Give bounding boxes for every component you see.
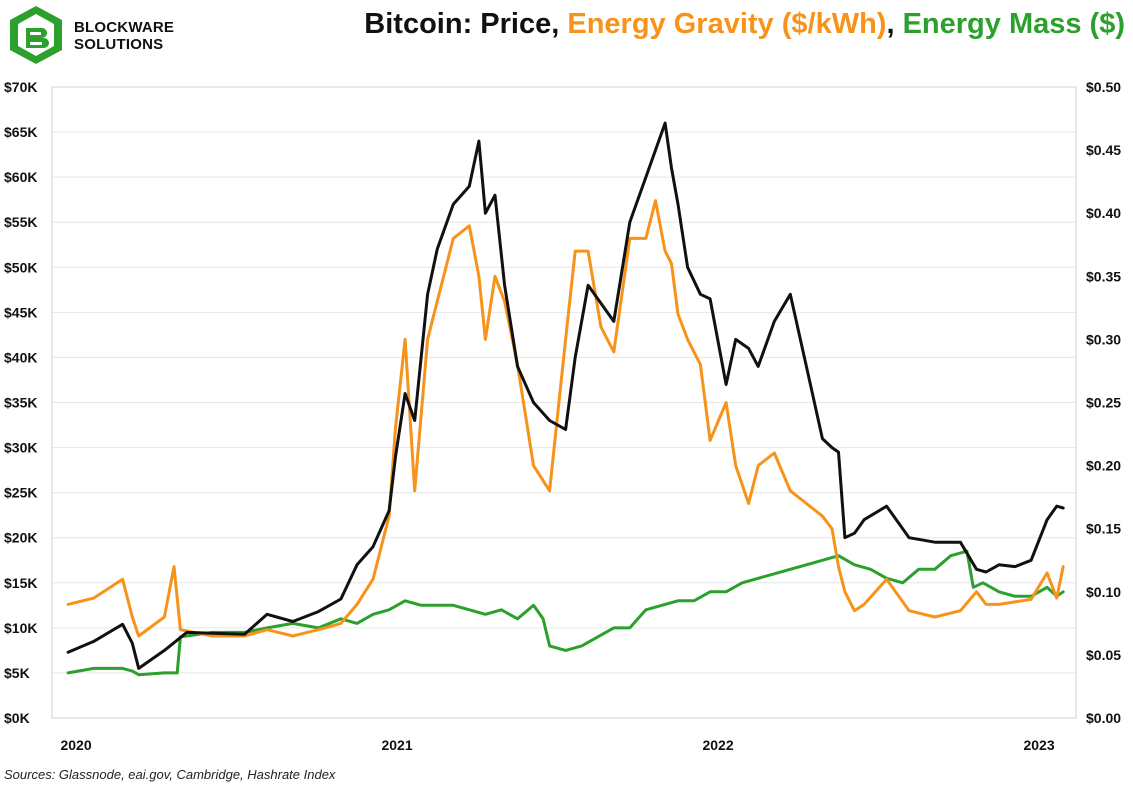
right-y-tick-label: $0.35 — [1086, 268, 1121, 284]
grid-lines — [51, 86, 1077, 719]
title-energy-mass: Energy Mass ($) — [902, 8, 1125, 40]
left-y-tick-label: $35K — [4, 395, 37, 411]
left-y-tick-label: $5K — [4, 665, 30, 681]
left-y-tick-label: $25K — [4, 485, 37, 501]
left-y-tick-label: $60K — [4, 169, 37, 185]
chart-title: Bitcoin: Price, Energy Gravity ($/kWh), … — [364, 8, 1125, 41]
right-y-tick-label: $0.30 — [1086, 331, 1121, 347]
right-y-tick-label: $0.15 — [1086, 521, 1121, 537]
brand-name-line2: SOLUTIONS — [74, 36, 164, 53]
left-y-tick-label: $65K — [4, 124, 37, 140]
left-y-tick-label: $55K — [4, 214, 37, 230]
series-line-0 — [66, 121, 1065, 670]
series-lines — [66, 121, 1065, 677]
x-tick-label: 2022 — [702, 737, 733, 753]
x-tick-label: 2020 — [60, 737, 91, 753]
right-y-tick-label: $0.00 — [1086, 710, 1121, 726]
x-axis: 2020 2021 2022 2023 — [60, 737, 1054, 753]
brand-logo: BLOCKWARE SOLUTIONS — [6, 4, 176, 66]
title-separator: , — [551, 8, 568, 40]
left-y-tick-label: $50K — [4, 259, 37, 275]
right-y-tick-label: $0.40 — [1086, 205, 1121, 221]
left-y-tick-label: $15K — [4, 575, 37, 591]
x-tick-label: 2021 — [381, 737, 412, 753]
title-energy-gravity: Energy Gravity ($/kWh) — [567, 8, 887, 40]
right-y-tick-label: $0.45 — [1086, 142, 1121, 158]
left-y-tick-label: $40K — [4, 349, 37, 365]
left-y-tick-label: $45K — [4, 304, 37, 320]
right-y-axis: $0.00 $0.05 $0.10 $0.15 $0.20 $0.25 $0.30 $0.35… — [1086, 79, 1121, 726]
right-y-tick-label: $0.50 — [1086, 79, 1121, 95]
left-y-tick-label: $30K — [4, 440, 37, 456]
x-tick-label: 2023 — [1023, 737, 1054, 753]
left-y-tick-label: $0K — [4, 710, 30, 726]
series-line-1 — [66, 199, 1065, 638]
right-y-tick-label: $0.05 — [1086, 647, 1121, 663]
left-y-tick-label: $10K — [4, 620, 37, 636]
series-line-2 — [66, 549, 1065, 677]
source-note: Sources: Glassnode, eai.gov, Cambridge, … — [4, 767, 336, 782]
left-y-tick-label: $70K — [4, 79, 37, 95]
title-separator: , — [886, 8, 903, 40]
right-y-tick-label: $0.10 — [1086, 584, 1121, 600]
plot-frame — [51, 86, 1077, 719]
right-y-tick-label: $0.25 — [1086, 395, 1121, 411]
title-price: Bitcoin: Price — [364, 8, 552, 40]
left-y-axis: $0K $5K $10K $15K $20K $25K $30K $35K $40K $45K $5… — [4, 79, 37, 726]
blockware-logo-icon — [10, 6, 62, 64]
left-y-tick-label: $20K — [4, 530, 37, 546]
brand-name-line1: BLOCKWARE — [74, 19, 175, 36]
right-y-tick-label: $0.20 — [1086, 458, 1121, 474]
